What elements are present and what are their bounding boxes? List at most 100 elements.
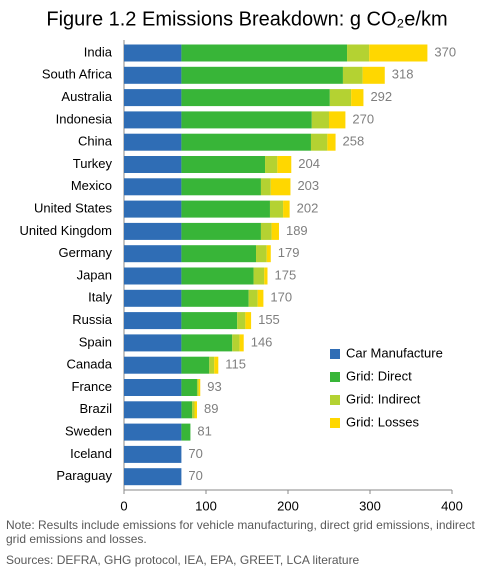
x-tick-label: 200: [277, 498, 299, 513]
x-tick-label: 0: [120, 498, 127, 513]
bar-segment: [327, 133, 336, 151]
x-tick-label: 400: [441, 498, 463, 513]
y-tick-label: South Africa: [42, 67, 113, 82]
bar-segment: [232, 334, 240, 352]
total-label: 70: [188, 446, 202, 461]
total-label: 202: [297, 201, 319, 216]
bar-segment: [245, 312, 252, 330]
bar-segment: [351, 89, 364, 107]
bar-segment: [342, 66, 363, 84]
bar-segment: [124, 89, 182, 107]
bar-segment: [239, 334, 244, 352]
bar-segment: [265, 156, 278, 173]
bar-segment: [181, 267, 254, 285]
legend-swatch: [330, 418, 340, 428]
bar-segment: [124, 468, 182, 486]
total-label: 89: [204, 401, 218, 416]
bar-segment: [181, 178, 261, 196]
total-label: 155: [258, 312, 280, 327]
bar-segment: [124, 200, 182, 218]
bar-segment: [256, 245, 267, 263]
y-tick-label: United Kingdom: [20, 223, 113, 238]
legend-label: Grid: Indirect: [346, 391, 421, 406]
bar-segment: [260, 178, 271, 196]
bar-segment: [311, 111, 329, 129]
total-label: 93: [207, 379, 221, 394]
y-tick-label: Sweden: [65, 424, 112, 439]
bar-segment: [124, 245, 182, 263]
legend-swatch: [330, 395, 340, 405]
y-tick-label: Paraguay: [56, 468, 112, 483]
y-tick-label: United States: [34, 201, 113, 216]
note: Note: Results include emissions for vehi…: [6, 518, 475, 546]
bar-segment: [124, 66, 182, 84]
bar-segment: [310, 133, 328, 151]
bar-segment: [181, 133, 311, 151]
total-label: 81: [197, 424, 211, 439]
bar-segment: [124, 267, 182, 285]
chart: Figure 1.2 Emissions Breakdown: g CO₂e/k…: [20, 8, 463, 513]
bar-segment: [283, 200, 290, 218]
total-label: 170: [270, 290, 292, 305]
total-label: 175: [275, 267, 297, 282]
bar-segment: [237, 312, 246, 330]
y-tick-label: Germany: [59, 245, 113, 260]
bar-segment: [198, 379, 201, 396]
bar-segment: [181, 222, 261, 240]
y-tick-label: Mexico: [71, 178, 112, 193]
sources: Sources: DEFRA, GHG protocol, IEA, EPA, …: [6, 553, 360, 567]
bar-segment: [124, 423, 182, 441]
bar-segment: [214, 356, 219, 374]
bar-segment: [124, 356, 182, 374]
bar-segment: [181, 66, 343, 84]
bar-segment: [181, 245, 257, 263]
bar-segment: [181, 334, 233, 352]
bar-segment: [253, 267, 265, 285]
bar-segment: [362, 66, 385, 84]
legend-swatch: [330, 349, 340, 359]
bar-segment: [124, 222, 182, 240]
total-label: 370: [434, 44, 456, 59]
total-label: 204: [298, 156, 320, 171]
y-tick-label: Turkey: [73, 156, 113, 171]
legend-label: Car Manufacture: [346, 345, 443, 360]
bar-segment: [181, 156, 266, 173]
y-tick-label: Spain: [79, 334, 112, 349]
total-label: 115: [225, 357, 246, 372]
bar-segment: [277, 156, 292, 173]
bar-segment: [271, 222, 279, 240]
total-label: 258: [343, 134, 365, 149]
bar-segment: [124, 44, 182, 62]
bar-segment: [260, 222, 272, 240]
legend-label: Grid: Direct: [346, 368, 412, 383]
bar-segment: [124, 445, 182, 463]
total-label: 189: [286, 223, 308, 238]
y-tick-label: Iceland: [70, 446, 112, 461]
total-label: 270: [352, 111, 374, 126]
y-tick-label: Brazil: [79, 401, 112, 416]
total-label: 70: [188, 468, 202, 483]
bar-segment: [369, 44, 428, 62]
y-tick-label: Russia: [72, 312, 113, 327]
bar-segment: [181, 200, 270, 218]
bar-segment: [124, 111, 182, 129]
bar-segment: [329, 89, 352, 107]
total-label: 179: [278, 245, 300, 260]
bar-segment: [329, 111, 346, 129]
bar-segment: [181, 111, 312, 129]
bar-segment: [181, 379, 197, 396]
y-tick-label: India: [84, 44, 113, 59]
y-tick-label: Canada: [66, 357, 112, 372]
bar-segment: [124, 379, 182, 396]
bar-segment: [192, 401, 195, 419]
bar-segment: [264, 267, 268, 285]
bar-segment: [257, 289, 264, 307]
y-tick-label: Italy: [88, 290, 112, 305]
bar-segment: [124, 401, 182, 419]
bar-segment: [347, 44, 370, 62]
bar-segment: [269, 200, 284, 218]
bar-segment: [270, 178, 291, 196]
bar-segment: [124, 133, 182, 151]
bar-segment: [181, 312, 238, 330]
